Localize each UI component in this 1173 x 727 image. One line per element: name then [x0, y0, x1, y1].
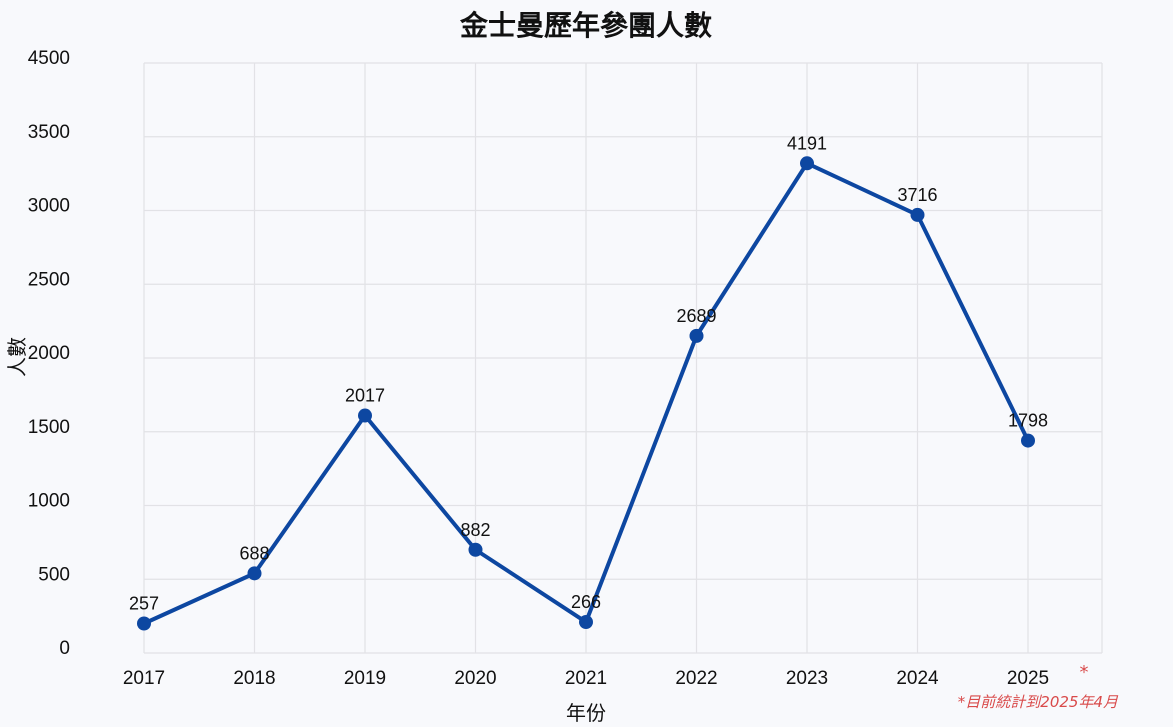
- data-label: 4191: [787, 133, 827, 153]
- data-label: 1798: [1008, 411, 1048, 431]
- data-labels: 257 688 2017 882 266 2689 4191 3716 1798: [129, 133, 1048, 613]
- annotation-asterisk: *: [1080, 662, 1089, 683]
- data-label: 266: [571, 592, 601, 612]
- x-tick-label: 2023: [786, 668, 828, 689]
- x-axis-ticks: 2017 2018 2019 2020 2021 2022 2023 2024 2025: [123, 668, 1049, 689]
- x-tick-label: 2021: [565, 668, 607, 689]
- y-tick-label: 3000: [28, 196, 70, 217]
- footnote: *目前統計到2025年4月: [958, 693, 1119, 711]
- data-point: [579, 615, 593, 630]
- data-label: 2689: [676, 306, 716, 326]
- data-label: 688: [239, 543, 269, 563]
- x-tick-label: 2017: [123, 668, 165, 689]
- x-tick-label: 2025: [1007, 668, 1049, 689]
- data-point: [800, 156, 814, 171]
- y-tick-label: 4500: [28, 48, 70, 69]
- x-tick-label: 2020: [454, 668, 496, 689]
- x-axis-label: 年份: [566, 701, 606, 725]
- x-tick-label: 2019: [344, 668, 386, 689]
- data-label: 882: [460, 520, 490, 540]
- data-point: [689, 328, 704, 343]
- data-point: [1021, 433, 1035, 448]
- y-tick-label: 2500: [28, 269, 70, 290]
- y-tick-label: 500: [38, 564, 70, 585]
- grid: [143, 62, 1103, 654]
- x-tick-label: 2024: [896, 668, 939, 689]
- data-label: 257: [129, 594, 159, 614]
- data-point: [358, 408, 372, 423]
- data-label: 3716: [897, 185, 937, 205]
- y-axis-label: 人數: [5, 337, 29, 377]
- y-tick-label: 2000: [28, 343, 70, 364]
- data-label: 2017: [345, 386, 385, 406]
- data-point: [910, 207, 925, 222]
- y-axis-ticks: 0 500 1000 1500 2000 2500 3000 3500 4500: [28, 48, 70, 659]
- x-tick-label: 2018: [233, 668, 275, 689]
- data-point: [137, 616, 151, 631]
- data-point: [247, 566, 262, 581]
- y-tick-label: 0: [59, 638, 70, 659]
- x-tick-label: 2022: [675, 668, 717, 689]
- y-tick-label: 1000: [28, 491, 70, 512]
- chart-title: 金士曼歷年參團人數: [459, 9, 712, 42]
- series-layer: [137, 156, 1035, 631]
- data-point: [468, 542, 483, 557]
- y-tick-label: 3500: [28, 122, 70, 143]
- y-tick-label: 1500: [28, 417, 70, 438]
